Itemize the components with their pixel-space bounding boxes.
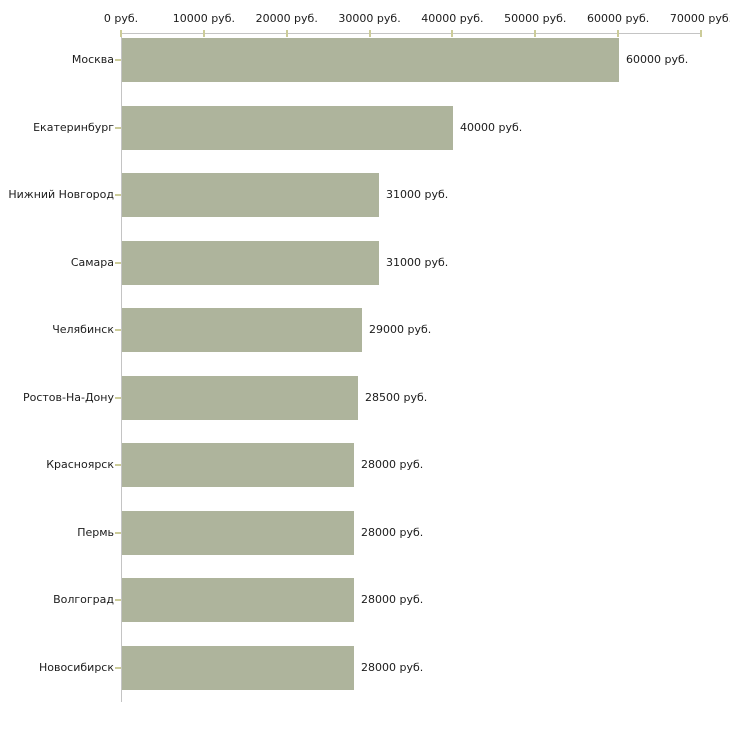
category-label: Челябинск [52,323,114,336]
x-axis-tick [202,30,205,37]
category-label: Москва [71,53,114,66]
y-axis-tick [115,329,121,331]
category-label: Самара [70,255,114,269]
bar [122,443,354,487]
bar-value-label: 28500 руб. [365,390,428,404]
x-axis-tick-label: 70000 руб. [669,12,730,25]
x-axis-tick [451,30,454,37]
bar [122,240,379,285]
x-axis-tick [617,30,620,37]
category-label: Новосибирск [38,660,114,674]
bar [122,645,354,690]
y-axis-tick [115,396,121,399]
x-axis-tick-label: 0 руб. [103,12,139,25]
bar [122,578,354,622]
category-label: Нижний Новгород [8,188,114,201]
y-axis-line [121,33,122,702]
x-axis-tick [120,30,122,37]
bar-value-label: 28000 руб. [361,660,424,674]
x-axis-tick-label: 50000 руб. [504,12,567,25]
x-axis-tick-label: 30000 руб. [338,12,401,25]
x-axis-tick [285,30,288,37]
y-axis-tick [115,531,121,534]
category-label: Ростов-На-Дону [22,390,114,404]
x-axis-tick [700,30,702,37]
bar-value-label: 60000 руб. [626,53,689,66]
bar-value-label: 29000 руб. [369,323,432,336]
y-axis-tick [115,59,121,61]
x-axis-tick-label: 40000 руб. [421,12,484,25]
x-axis-tick [534,30,537,37]
bar [122,510,354,555]
bar-value-label: 28000 руб. [361,458,424,471]
y-axis-tick [115,464,121,466]
bar-value-label: 31000 руб. [386,188,449,201]
x-axis-tick-label: 60000 руб. [587,12,650,25]
bar-value-label: 28000 руб. [361,525,424,539]
y-axis-tick [115,261,121,264]
bar-value-label: 31000 руб. [386,255,449,269]
bar [122,308,362,352]
x-axis-tick [368,30,371,37]
y-axis-tick [115,126,121,129]
y-axis-tick [115,599,121,601]
x-axis-tick-label: 20000 руб. [255,12,318,25]
bar [122,173,379,217]
bar-value-label: 28000 руб. [361,593,424,606]
x-axis-tick-label: 10000 руб. [172,12,235,25]
category-label: Пермь [77,525,114,539]
y-axis-tick [115,194,121,196]
category-label: Красноярск [46,458,114,471]
bar [122,38,619,82]
y-axis-tick [115,666,121,669]
x-axis-line [121,33,701,34]
bar [122,375,358,420]
bar-value-label: 40000 руб. [460,120,523,134]
category-label: Екатеринбург [33,120,114,134]
category-label: Волгоград [53,593,114,606]
bar [122,105,453,150]
